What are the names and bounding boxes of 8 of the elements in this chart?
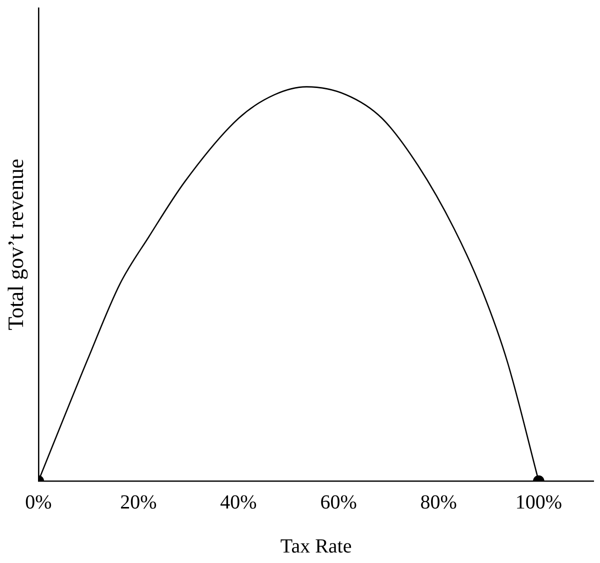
x-axis-title: Tax Rate: [280, 535, 352, 558]
x-tick-label: 40%: [220, 491, 257, 514]
x-tick-label: 0%: [25, 491, 52, 514]
y-axis-title: Total gov’t revenue: [2, 158, 28, 330]
x-tick-label: 80%: [420, 491, 457, 514]
x-tick-label: 20%: [120, 491, 157, 514]
x-tick-label: 60%: [320, 491, 357, 514]
x-tick-label: 100%: [515, 491, 562, 514]
